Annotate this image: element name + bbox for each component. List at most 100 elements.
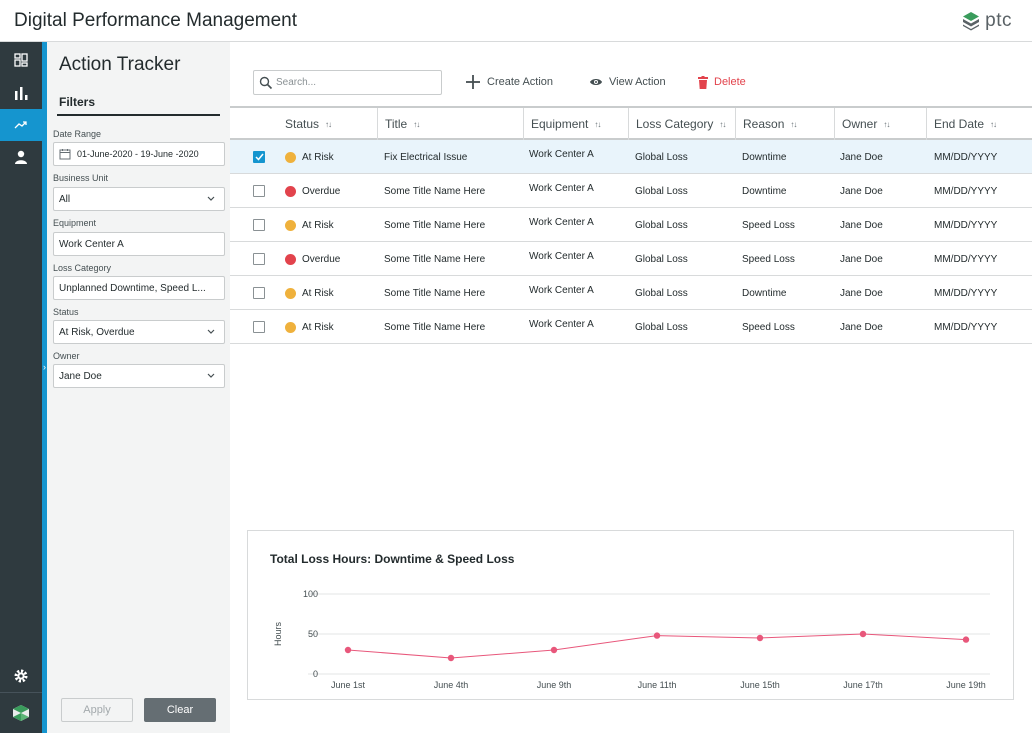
column-header-reason[interactable]: Reason ↑↓	[735, 108, 834, 140]
table-row[interactable]: At Risk Some Title Name Here Work Center A…	[230, 208, 1032, 242]
clear-button[interactable]: Clear	[144, 698, 216, 722]
data-point	[859, 630, 867, 638]
cell-text: Work Center A	[529, 250, 594, 262]
row-checkbox[interactable]	[253, 287, 265, 299]
row-checkbox[interactable]	[253, 321, 265, 333]
cell-text: Work Center A	[529, 216, 594, 228]
chart-title: Total Loss Hours: Downtime & Speed Loss	[270, 552, 515, 566]
data-point	[756, 634, 764, 642]
cell-end-date: MM/DD/YYYY	[934, 208, 997, 242]
table-row[interactable]: At Risk Fix Electrical Issue Work Center A…	[230, 140, 1032, 174]
business-unit-value: All	[59, 193, 71, 205]
status-select[interactable]: At Risk, Overdue	[53, 320, 225, 344]
row-checkbox[interactable]	[253, 151, 265, 163]
date-range-field[interactable]: 01-June-2020 - 19-June -2020	[53, 142, 225, 166]
search-input[interactable]	[276, 74, 436, 91]
cell-text: Jane Doe	[840, 219, 883, 231]
row-checkbox[interactable]	[253, 253, 265, 265]
status-dot-icon	[285, 253, 296, 265]
ptc-logo: ptc	[961, 10, 1012, 32]
y-tick-label: 0	[313, 669, 318, 679]
search-box[interactable]	[253, 70, 442, 95]
column-label: Owner	[842, 117, 878, 131]
nav-item-people[interactable]	[0, 141, 42, 173]
cell-text: Global Loss	[635, 287, 688, 299]
bar-chart-icon	[15, 87, 28, 100]
cell-equipment: Work Center A	[529, 242, 594, 276]
business-unit-select[interactable]: All	[53, 187, 225, 211]
column-header-status[interactable]: Status ↑↓	[278, 108, 378, 140]
owner-select[interactable]: Jane Doe	[53, 364, 225, 388]
table-row[interactable]: At Risk Some Title Name Here Work Center A…	[230, 310, 1032, 344]
nav-item-charts[interactable]	[0, 77, 42, 109]
x-tick-label: June 15th	[740, 680, 780, 690]
x-tick-label: June 11th	[638, 680, 677, 690]
date-range-value: 01-June-2020 - 19-June -2020	[77, 149, 199, 159]
cell-text: Global Loss	[635, 185, 688, 197]
cell-loss-category: Global Loss	[635, 276, 688, 310]
delete-button[interactable]: Delete	[698, 72, 746, 92]
nav-item-settings[interactable]	[0, 660, 42, 692]
column-header-equipment[interactable]: Equipment ↑↓	[523, 108, 628, 140]
cell-equipment: Work Center A	[529, 140, 594, 174]
sort-icon: ↑↓	[883, 119, 890, 129]
view-action-button[interactable]: View Action	[589, 72, 666, 92]
cell-text: Global Loss	[635, 151, 688, 163]
cell-text: Downtime	[742, 151, 787, 163]
cell-loss-category: Global Loss	[635, 174, 688, 208]
row-checkbox[interactable]	[253, 185, 265, 197]
status-dot-icon	[285, 185, 296, 197]
cell-owner: Jane Doe	[840, 310, 883, 344]
expand-panel-chevron-icon[interactable]: ›	[43, 362, 46, 372]
column-header-end-date[interactable]: End Date ↑↓	[926, 108, 1032, 140]
cell-end-date: MM/DD/YYYY	[934, 242, 997, 276]
x-tick-label: June 17th	[843, 680, 883, 690]
table-row[interactable]: Overdue Some Title Name Here Work Center A…	[230, 242, 1032, 276]
apply-button[interactable]: Apply	[61, 698, 133, 722]
nav-rail	[0, 42, 42, 733]
cell-title: Some Title Name Here	[384, 208, 485, 242]
ptc-logo-text: ptc	[985, 10, 1012, 31]
cell-status: Overdue	[285, 174, 340, 208]
cell-text: Speed Loss	[742, 219, 795, 231]
ptc-logo-icon	[963, 12, 980, 31]
chevron-down-icon	[207, 329, 215, 334]
column-label: Loss Category	[636, 117, 714, 131]
cell-owner: Jane Doe	[840, 140, 883, 174]
filter-label-owner: Owner	[53, 351, 80, 361]
dashboard-icon	[14, 53, 28, 67]
cell-title: Some Title Name Here	[384, 174, 485, 208]
cell-text: Some Title Name Here	[384, 253, 486, 265]
nav-item-trends[interactable]	[0, 109, 42, 141]
loss-category-field[interactable]: Unplanned Downtime, Speed L...	[53, 276, 225, 300]
owner-value: Jane Doe	[59, 370, 102, 382]
cell-end-date: MM/DD/YYYY	[934, 276, 997, 310]
cell-text: Global Loss	[635, 321, 688, 333]
sort-icon: ↑↓	[790, 119, 797, 129]
cell-text: Jane Doe	[840, 151, 883, 163]
table-row[interactable]: Overdue Some Title Name Here Work Center A…	[230, 174, 1032, 208]
status-dot-icon	[285, 151, 296, 163]
sort-icon: ↑↓	[413, 119, 420, 129]
nav-item-dashboard[interactable]	[0, 44, 42, 76]
nav-item-home-logo[interactable]	[0, 697, 42, 729]
create-action-button[interactable]: Create Action	[465, 72, 553, 92]
tab-underline	[57, 114, 220, 116]
equipment-field[interactable]: Work Center A	[53, 232, 225, 256]
cell-title: Some Title Name Here	[384, 310, 485, 344]
row-checkbox[interactable]	[253, 219, 265, 231]
x-tick-label: June 9th	[537, 680, 572, 690]
cell-text: MM/DD/YYYY	[934, 287, 998, 299]
cell-text: Global Loss	[635, 219, 688, 231]
x-tick-label: June 1st	[331, 680, 366, 690]
status-dot-icon	[285, 321, 296, 333]
column-header-owner[interactable]: Owner ↑↓	[834, 108, 926, 140]
table-row[interactable]: At Risk Some Title Name Here Work Center A…	[230, 276, 1032, 310]
cell-owner: Jane Doe	[840, 276, 883, 310]
column-header-title[interactable]: Title ↑↓	[377, 108, 523, 140]
tab-filters[interactable]: Filters	[59, 95, 96, 109]
cell-text: MM/DD/YYYY	[934, 321, 998, 333]
data-point	[653, 632, 661, 639]
cell-status: At Risk	[285, 208, 334, 242]
column-header-loss-category[interactable]: Loss Category ↑↓	[628, 108, 735, 140]
